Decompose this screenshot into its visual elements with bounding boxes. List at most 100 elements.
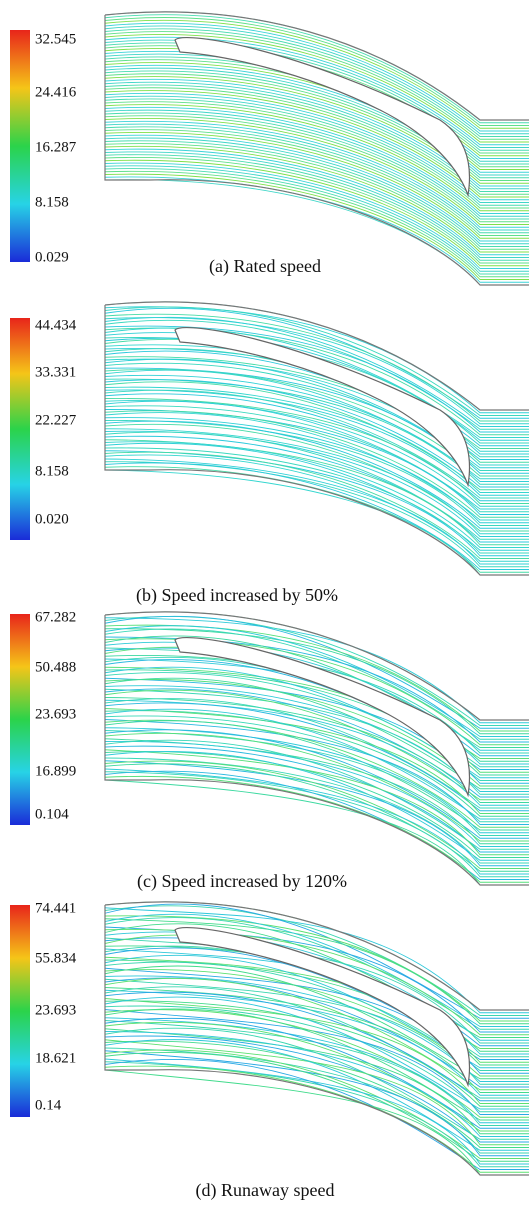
streamline (104, 647, 529, 754)
streamline (104, 400, 529, 510)
streamline (104, 768, 529, 875)
streamline (104, 636, 529, 743)
streamline (104, 1005, 529, 1113)
streamline (104, 420, 529, 526)
streamline (104, 14, 529, 124)
streamline (104, 126, 529, 234)
streamline (104, 417, 529, 524)
streamline (104, 165, 529, 272)
streamline (104, 112, 529, 220)
streamline (104, 389, 529, 496)
streamline (104, 1017, 529, 1124)
streamline (104, 989, 529, 1096)
streamline (104, 159, 529, 267)
colorbar-label: 55.834 (35, 950, 77, 966)
colorbar-label: 23.693 (35, 1002, 76, 1018)
blade (174, 637, 471, 798)
streamline (104, 1065, 529, 1173)
streamline (104, 697, 529, 803)
streamline (104, 109, 529, 217)
streamline (104, 628, 529, 740)
streamline (104, 168, 529, 275)
streamline (104, 173, 529, 280)
streamline (104, 458, 529, 565)
colorbar-label: 0.14 (35, 1097, 62, 1113)
streamline (104, 928, 529, 1036)
streamline (104, 641, 529, 751)
streamline (104, 913, 529, 1027)
streamline (104, 34, 529, 143)
caption: (c) Speed increased by 120% (137, 871, 347, 892)
streamline (104, 1040, 529, 1148)
streamline (104, 757, 529, 864)
streamline (104, 386, 529, 493)
streamline (104, 92, 529, 201)
streamline (104, 760, 529, 867)
streamline (104, 779, 529, 886)
streamline (104, 702, 529, 812)
channel-wall (104, 11, 529, 286)
streamline (104, 469, 529, 576)
streamline (104, 39, 529, 148)
streamline (104, 771, 529, 878)
streamline (104, 42, 529, 151)
streamline (104, 1039, 529, 1151)
streamline (104, 763, 529, 872)
streamline (104, 699, 529, 806)
streamline (104, 106, 529, 214)
streamline (104, 90, 529, 198)
streamline (104, 1049, 529, 1159)
streamline (104, 120, 529, 228)
streamline (104, 1031, 529, 1137)
streamline (104, 157, 529, 264)
colorbar-label: 0.029 (35, 249, 69, 265)
streamline (104, 104, 529, 212)
streamline (104, 749, 529, 856)
colorbar-label: 0.020 (35, 511, 69, 527)
streamline (104, 405, 529, 513)
streamline (104, 28, 529, 137)
streamline (104, 996, 529, 1110)
caption: (b) Speed increased by 50% (136, 585, 338, 606)
streamline (104, 137, 529, 245)
channel-wall (104, 301, 529, 576)
colorbar-label: 74.441 (35, 900, 76, 916)
panel (104, 901, 529, 1176)
caption: (a) Rated speed (209, 256, 321, 277)
streamline (104, 775, 529, 883)
colorbar-label: 33.331 (35, 364, 76, 380)
streamline (104, 325, 529, 433)
streamline (104, 151, 529, 258)
streamline (104, 987, 529, 1093)
streamline (104, 176, 529, 283)
streamline (104, 451, 529, 559)
streamline (104, 118, 529, 225)
streamline (104, 926, 529, 1033)
colorbar-label: 18.621 (35, 1050, 76, 1066)
streamline (104, 431, 529, 540)
streamline (104, 317, 529, 425)
streamline (104, 410, 529, 518)
streamline (104, 688, 529, 798)
colorbar-label: 67.282 (35, 609, 76, 625)
streamline (104, 327, 529, 438)
streamline (104, 937, 529, 1044)
streamline (104, 698, 529, 809)
streamline (104, 101, 529, 209)
streamline (104, 316, 529, 427)
streamline (104, 745, 529, 853)
streamline (104, 1009, 529, 1118)
streamline (104, 17, 529, 126)
streamline (104, 95, 529, 203)
streamline (104, 965, 529, 1080)
streamline (104, 1069, 529, 1176)
streamline (104, 36, 529, 146)
streamline (104, 420, 529, 529)
streamline (104, 450, 529, 557)
streamline (104, 1017, 529, 1129)
colorbar-label: 0.104 (35, 806, 69, 822)
colorbar-label: 24.416 (35, 84, 77, 100)
streamline (104, 379, 529, 488)
streamline (104, 1035, 529, 1143)
